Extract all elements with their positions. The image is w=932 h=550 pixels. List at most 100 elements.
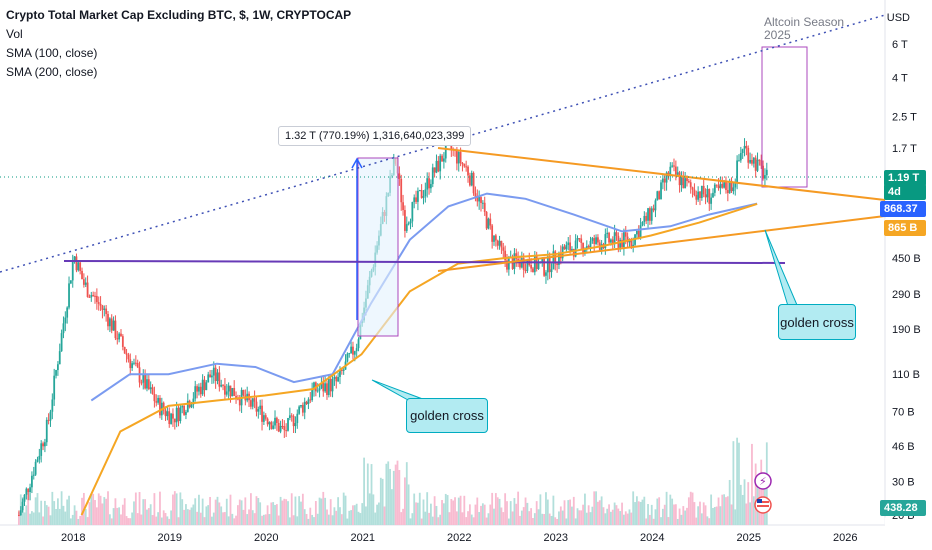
- measure-label: 1.32 T (770.19%) 1,316,640,023,399: [278, 126, 472, 146]
- lightning-glyph: ⚡: [759, 475, 767, 488]
- volume-bar: [595, 491, 597, 525]
- candle-body: [680, 177, 683, 186]
- candle-body: [149, 387, 152, 390]
- legend-sma200[interactable]: SMA (200, close): [6, 65, 98, 79]
- volume-bar: [485, 517, 488, 525]
- golden-cross-callout-2[interactable]: golden cross: [778, 304, 856, 340]
- candle-body: [147, 379, 150, 390]
- candle-body: [567, 242, 570, 245]
- volume-bar: [281, 500, 284, 525]
- time-scale[interactable]: 2018 2019 2020 2021 2022 2023 2024 2025 2026: [61, 532, 857, 544]
- volume-bar: [650, 504, 653, 525]
- candle-body: [613, 232, 616, 244]
- volume-bar: [138, 491, 141, 525]
- measure-range-box[interactable]: [357, 157, 399, 337]
- descending-trendline[interactable]: [437, 147, 886, 201]
- candle-body: [309, 399, 312, 401]
- volume-bar: [621, 502, 623, 525]
- candle-body: [25, 488, 28, 495]
- volume-bar: [129, 518, 132, 525]
- flag-stripe-1: [757, 501, 769, 503]
- volume-bar: [431, 516, 434, 525]
- altcoin-season-box[interactable]: [761, 46, 808, 188]
- candle-body: [326, 383, 328, 395]
- sma200-line: [80, 202, 758, 516]
- y-tick-label: 110 B: [892, 369, 920, 381]
- volume-bar: [164, 512, 167, 525]
- currency-label[interactable]: USD: [886, 12, 910, 24]
- volume-bar: [569, 499, 571, 525]
- volume-bar: [368, 493, 371, 525]
- legend-vol[interactable]: Vol: [6, 27, 23, 41]
- volume-bar: [214, 499, 217, 525]
- volume-bar: [541, 513, 544, 525]
- x-tick-label: 2019: [158, 532, 182, 544]
- candle-body: [58, 351, 61, 365]
- volume-bar: [246, 514, 249, 525]
- volume-bar: [77, 518, 80, 525]
- volume-bar: [559, 506, 562, 525]
- volume-bar: [95, 507, 98, 525]
- candle-body: [417, 190, 419, 202]
- volume-bar: [209, 496, 211, 525]
- support-line[interactable]: [63, 260, 786, 264]
- candle-body: [589, 240, 592, 248]
- volume-bar: [313, 517, 315, 525]
- candle-body: [515, 253, 518, 259]
- legend-title[interactable]: Crypto Total Market Cap Excluding BTC, $…: [6, 8, 352, 22]
- candle-body: [224, 385, 226, 395]
- volume-bar: [572, 496, 575, 525]
- candle-body: [643, 215, 646, 223]
- volume-bar: [474, 504, 477, 525]
- candle-body: [604, 234, 607, 249]
- volume-bar: [415, 502, 417, 525]
- ascending-trendline[interactable]: [437, 215, 886, 272]
- legend-sma100[interactable]: SMA (100, close): [6, 46, 98, 60]
- candle-body: [743, 145, 746, 150]
- candle-body: [758, 159, 761, 161]
- candle-body: [684, 178, 687, 189]
- volume-bar: [172, 494, 174, 525]
- volume-bar: [45, 505, 48, 525]
- volume-bar: [222, 512, 224, 525]
- price-scale[interactable]: 6 T 4 T 2.5 T 1.7 T 450 B 290 B 190 B 110 B 70 B…: [892, 39, 921, 522]
- volume-bar: [734, 509, 737, 525]
- volume-bar: [463, 495, 466, 525]
- volume-bar: [198, 494, 200, 525]
- lightning-icon[interactable]: [754, 472, 772, 490]
- volume-bar: [545, 492, 547, 525]
- candle-body: [29, 487, 31, 493]
- volume-bar: [153, 493, 156, 525]
- volume-bar: [288, 517, 291, 525]
- volume-bar: [353, 505, 356, 525]
- altcoin-season-line1: Altcoin Season: [764, 15, 845, 29]
- volume-bar: [75, 510, 78, 525]
- candle-body: [281, 425, 284, 427]
- volume-bar: [322, 491, 325, 525]
- candle-body: [121, 336, 124, 347]
- golden-cross-callout-1[interactable]: golden cross: [406, 398, 488, 433]
- candle-body: [405, 224, 408, 231]
- volume-bar: [522, 507, 525, 525]
- x-tick-label: 2026: [833, 532, 857, 544]
- candle-body: [541, 258, 544, 262]
- volume-bar: [218, 502, 221, 525]
- volume-bar: [752, 496, 755, 525]
- candle-body: [183, 405, 185, 415]
- volume-bar: [287, 501, 289, 525]
- y-tick-label: 6 T: [892, 39, 908, 51]
- volume-bar: [539, 494, 542, 525]
- candle-body: [489, 218, 492, 226]
- volume-bar: [227, 516, 230, 525]
- volume-bar: [69, 518, 72, 525]
- candle-body: [760, 160, 763, 166]
- volume-bar: [610, 511, 612, 525]
- candle-body: [181, 405, 184, 408]
- candle-body: [75, 256, 78, 271]
- volume-bar: [446, 495, 449, 525]
- candle-body: [92, 294, 95, 296]
- volume-bar: [535, 501, 538, 525]
- candle-body: [140, 382, 143, 384]
- candle-body: [463, 163, 466, 167]
